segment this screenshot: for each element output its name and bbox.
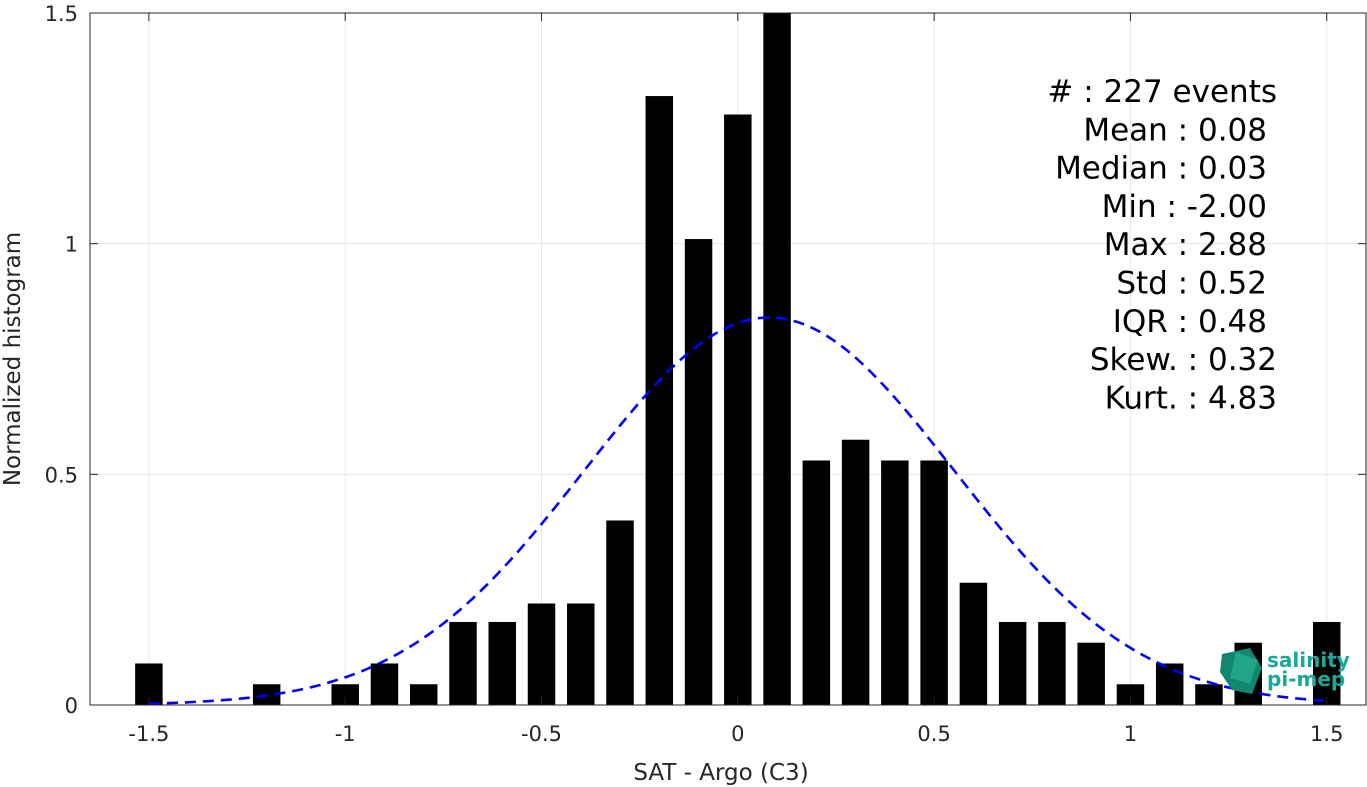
histogram-bar-17 [920,460,948,705]
stat-line-8: Kurt. : 4.83 [1105,380,1277,416]
y-tick-label-2: 1 [65,233,78,257]
stat-line-5: Std : 0.52 [1116,266,1267,302]
salinity-pi-mep-logo: salinity pi-mep [1220,648,1350,694]
y-tick-label-3: 1.5 [45,2,78,26]
histogram-bar-10 [645,96,674,706]
x-tick-label-2: -0.5 [521,722,562,746]
stat-line-2: Median : 0.03 [1055,151,1267,187]
stat-line-6: IQR : 0.48 [1113,304,1267,340]
histogram-bar-22 [1116,684,1145,705]
histogram-bar-16 [881,460,909,705]
histogram-bar-12 [724,114,752,705]
histogram-bar-20 [1038,621,1066,705]
y-tick-label-0: 0 [65,694,78,718]
histogram-bar-14 [802,460,831,705]
histogram-bar-2 [331,684,359,705]
x-tick-label-3: 0 [731,722,744,746]
logo-emblem-facet-icon [1230,652,1258,684]
logo-text-pi-mep: pi-mep [1267,667,1345,691]
histogram-bar-3 [370,663,399,705]
histogram-bar-15 [841,439,870,705]
histogram-bar-11 [684,239,713,705]
histogram-bar-4 [409,684,438,705]
x-tick-label-6: 1.5 [1310,722,1343,746]
stat-line-0: # : 227 events [1047,74,1277,110]
gaussian-fit-curve [148,316,1327,705]
stat-line-3: Min : -2.00 [1102,189,1267,225]
y-axis-label: Normalized histogram [0,232,26,486]
histogram-bar-19 [998,621,1027,705]
x-axis-label: SAT - Argo (C3) [633,760,808,786]
histogram-bar-8 [567,603,595,705]
histogram-bar-26 [1312,621,1341,705]
histogram-bars [135,13,1341,706]
logo-text-salinity: salinity [1267,648,1350,672]
histogram-bar-18 [959,582,988,705]
histogram-bar-6 [488,621,516,705]
histogram-bar-23 [1155,663,1184,705]
histogram-bar-7 [527,603,556,705]
stat-line-1: Mean : 0.08 [1083,112,1267,148]
y-tick-label-1: 0.5 [45,463,78,487]
x-tick-label-0: -1.5 [128,722,169,746]
histogram-bar-13 [763,13,791,705]
histogram-bar-9 [606,520,634,705]
x-tick-label-4: 0.5 [917,722,950,746]
plot-frame [89,12,1367,706]
stat-line-4: Max : 2.88 [1104,227,1267,263]
x-tick-label-5: 1 [1124,722,1137,746]
histogram-bar-24 [1195,684,1223,705]
stat-line-7: Skew. : 0.32 [1090,342,1277,378]
axis-ticks: -1.5 -1 -0.5 0 0.5 1 1.5 0 0.5 1 1.5 [45,2,1366,746]
x-tick-label-1: -1 [335,722,356,746]
histogram-bar-5 [449,621,477,705]
histogram-bar-21 [1077,642,1105,705]
